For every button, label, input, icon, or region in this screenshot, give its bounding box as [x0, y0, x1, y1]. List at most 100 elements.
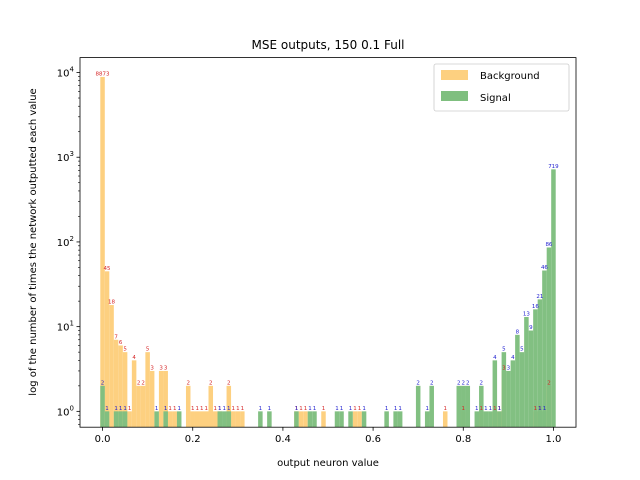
signal-bar — [497, 411, 502, 428]
background-count-label: 1 — [353, 406, 357, 412]
background-count-label: 7 — [114, 334, 118, 340]
signal-bar — [415, 385, 421, 428]
background-bar — [194, 411, 200, 428]
signal-count-label: 21 — [536, 294, 543, 300]
background-bar — [213, 411, 218, 428]
background-bar — [167, 411, 173, 428]
signal-bar — [217, 411, 223, 428]
background-bar — [140, 385, 146, 428]
background-count-label: 1 — [214, 406, 218, 412]
signal-bar — [429, 385, 434, 428]
plot-frame — [79, 57, 577, 428]
background-count-label: 1 — [538, 406, 542, 412]
y-tick-label: 102 — [57, 235, 74, 249]
signal-count-label: 1 — [227, 406, 231, 412]
signal-bar — [222, 411, 227, 428]
background-bar — [199, 411, 204, 428]
background-count-label: 5 — [146, 347, 150, 353]
signal-count-label: 1 — [489, 406, 493, 412]
background-bar — [204, 411, 209, 428]
x-tick-label: 0.4 — [275, 434, 291, 445]
background-count-label: 1 — [200, 406, 204, 412]
x-axis-label: output neuron value — [277, 458, 379, 469]
signal-count-label: 1 — [538, 406, 542, 412]
background-count-label: 1 — [480, 406, 484, 412]
signal-count-label: 13 — [523, 311, 530, 317]
signal-count-label: 1 — [394, 406, 398, 412]
signal-count-label: 1 — [543, 406, 547, 412]
signal-bar — [492, 360, 498, 428]
background-bar — [352, 411, 358, 428]
y-tick-label: 100 — [57, 404, 74, 418]
signal-bar — [267, 411, 272, 428]
x-tick-label: 0.2 — [185, 434, 201, 445]
signal-count-label: 1 — [340, 406, 344, 412]
signal-count-label: 1 — [218, 406, 222, 412]
background-count-label: 18 — [108, 300, 115, 306]
background-count-label: 1 — [498, 406, 502, 412]
signal-bar — [537, 299, 543, 428]
signal-bar — [176, 411, 182, 428]
background-count-label: 2 — [137, 380, 141, 386]
signal-count-label: 5 — [502, 347, 506, 353]
signal-bar — [393, 411, 398, 428]
signal-bar — [461, 385, 466, 428]
signal-count-label: 1 — [398, 406, 402, 412]
signal-count-label: 2 — [466, 380, 470, 386]
signal-bar — [118, 411, 123, 428]
background-count-label: 3 — [159, 365, 163, 371]
y-axis-label: log of the number of times the network o… — [28, 88, 39, 395]
background-count-label: 1 — [173, 406, 177, 412]
background-count-label: 1 — [232, 406, 236, 412]
signal-count-label: 4 — [493, 355, 497, 361]
x-tick-label: 1.0 — [546, 434, 562, 445]
signal-count-label: 1 — [295, 406, 299, 412]
background-bar — [131, 360, 137, 428]
signal-bar — [524, 316, 529, 428]
legend-swatch-background — [441, 70, 468, 80]
signal-count-label: 1 — [308, 406, 312, 412]
signal-bar — [501, 352, 507, 428]
background-bar — [442, 411, 448, 428]
background-count-label: 2 — [186, 380, 190, 386]
signal-count-label: 1 — [155, 406, 159, 412]
signal-bar — [519, 352, 525, 428]
signal-bar — [339, 411, 344, 428]
background-bar — [357, 411, 362, 428]
y-axis: 100 101 102 103 104 — [57, 66, 80, 425]
signal-bar — [474, 411, 480, 428]
signal-count-label: 1 — [335, 406, 339, 412]
signal-count-label: 1 — [259, 406, 263, 412]
chart-title: MSE outputs, 150 0.1 Full — [252, 38, 405, 52]
signal-bar — [294, 411, 299, 428]
signal-bar — [528, 330, 534, 428]
signal-bar — [465, 385, 471, 428]
signal-count-label: 2 — [480, 380, 484, 386]
signal-bar — [488, 411, 493, 428]
signal-count-label: 8 — [516, 329, 520, 335]
background-bar — [109, 305, 114, 428]
signal-bar — [483, 411, 489, 428]
y-tick-label: 101 — [57, 320, 74, 334]
signal-bar — [397, 411, 403, 428]
signal-bar — [226, 411, 232, 428]
signal-count-label: 1 — [484, 406, 488, 412]
background-count-label: 1 — [236, 406, 240, 412]
background-count-label: 1 — [241, 406, 245, 412]
background-bar — [321, 411, 326, 428]
background-count-label: 4 — [132, 355, 136, 361]
background-bar — [226, 385, 232, 428]
signal-bar — [542, 411, 547, 428]
signal-bar — [537, 411, 543, 428]
background-bar — [240, 411, 245, 428]
background-count-label: 8873 — [96, 71, 110, 77]
background-count-label: 2 — [547, 380, 551, 386]
signal-bar — [154, 411, 159, 428]
signal-count-label: 1 — [105, 406, 109, 412]
signal-count-label: 2 — [430, 380, 434, 386]
signal-count-label: 1 — [119, 406, 123, 412]
background-bar — [118, 345, 123, 428]
signal-count-label: 4 — [511, 355, 515, 361]
background-bar — [127, 411, 132, 428]
